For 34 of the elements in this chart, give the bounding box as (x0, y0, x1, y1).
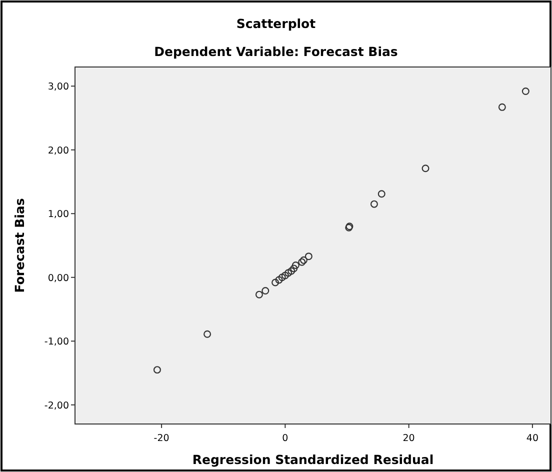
x-tick-label: 20 (402, 433, 415, 444)
x-axis-title: Regression Standardized Residual (192, 452, 434, 467)
x-tick-label: 0 (282, 433, 288, 444)
point (304, 252, 312, 260)
x-tick-label: 40 (526, 433, 538, 444)
point (284, 269, 292, 277)
point (378, 190, 386, 198)
point (422, 164, 430, 172)
chart-subtitle: Dependent Variable: Forecast Bias (154, 44, 398, 59)
point (290, 264, 298, 272)
point (288, 267, 296, 275)
point (281, 272, 289, 280)
point (498, 103, 506, 111)
point (204, 330, 212, 338)
chart-title: Scatterplot (236, 16, 316, 31)
point (370, 200, 378, 208)
point (292, 262, 300, 270)
point (278, 274, 286, 282)
y-tick-label: 1,00 (48, 209, 69, 220)
y-tick-label: -2,00 (44, 400, 69, 412)
x-tick-label: -20 (154, 433, 170, 444)
point (522, 87, 530, 95)
y-axis-title: Forecast Bias (12, 198, 27, 293)
y-tick-label: 2,00 (48, 145, 69, 156)
point (272, 278, 280, 286)
y-tick-label: -1,00 (44, 336, 69, 348)
point (298, 258, 306, 266)
point (153, 366, 161, 374)
point (255, 290, 263, 298)
y-tick-label: 0,00 (48, 272, 69, 284)
point (262, 287, 270, 295)
point (300, 256, 308, 264)
point (275, 276, 283, 284)
y-tick-label: 3,00 (48, 82, 69, 93)
